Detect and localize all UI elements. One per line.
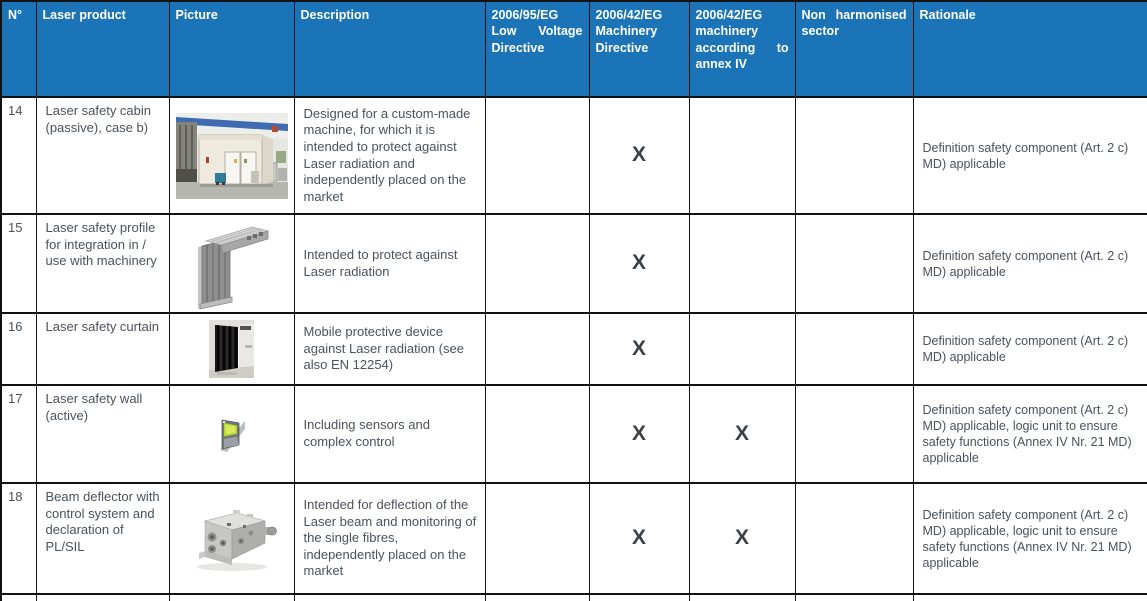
cell-low-voltage	[484, 312, 590, 386]
column-header-laser-product: Laser product	[35, 0, 170, 98]
cell-machinery-directive: X	[588, 96, 690, 215]
laser-safety-cabin-image	[175, 112, 288, 199]
cell-machinery-directive	[588, 593, 690, 601]
cell-rationale: Definition safety component (Art. 2 c) M…	[912, 312, 1147, 386]
table-row-partial	[0, 593, 1147, 601]
table-row: 14 Laser safety cabin (passive), case b)	[0, 96, 1147, 215]
cell-low-voltage	[484, 384, 590, 484]
cell-low-voltage	[484, 96, 590, 215]
cell-description: Including sensors and complex control	[293, 384, 486, 484]
cell-rationale: Definition safety component (Art. 2 c) M…	[912, 384, 1147, 484]
cell-no: 18	[0, 482, 37, 595]
cell-annex-iv: X	[688, 384, 796, 484]
cell-picture	[168, 593, 295, 601]
cell-low-voltage	[484, 482, 590, 595]
column-header-low-voltage-directive: 2006/95/EG Low Voltage Directive	[484, 0, 590, 98]
cell-non-harmonised	[794, 213, 914, 314]
cell-machinery-directive: X	[588, 312, 690, 386]
cell-machinery-directive: X	[588, 384, 690, 484]
cell-non-harmonised	[794, 312, 914, 386]
cell-picture	[168, 213, 295, 314]
table-row: 17 Laser safety wall (active) Including …	[0, 384, 1147, 484]
cell-machinery-directive: X	[588, 213, 690, 314]
cell-picture	[168, 312, 295, 386]
cell-annex-iv: X	[688, 482, 796, 595]
table-row: 15 Laser safety profile for integration …	[0, 213, 1147, 314]
column-header-machinery-directive: 2006/42/EG Machinery Directive	[588, 0, 690, 98]
cell-machinery-directive: X	[588, 482, 690, 595]
cell-description	[293, 593, 486, 601]
cell-product: Laser safety curtain	[35, 312, 170, 386]
laser-safety-wall-image	[214, 414, 249, 454]
cell-no: 15	[0, 213, 37, 314]
cell-product: Laser safety cabin (passive), case b)	[35, 96, 170, 215]
header-row: N° Laser product Picture Description 200…	[0, 0, 1147, 98]
cell-picture	[168, 384, 295, 484]
cell-non-harmonised	[794, 96, 914, 215]
laser-safety-profile-image	[189, 217, 274, 310]
cell-no	[0, 593, 37, 601]
cell-non-harmonised	[794, 593, 914, 601]
cell-rationale: Definition safety component (Art. 2 c) M…	[912, 482, 1147, 595]
column-header-annex-iv: 2006/42/EG machinery according to annex …	[688, 0, 796, 98]
cell-annex-iv	[688, 96, 796, 215]
column-header-rationale: Rationale	[912, 0, 1147, 98]
column-header-description: Description	[293, 0, 486, 98]
cell-no: 14	[0, 96, 37, 215]
cell-no: 16	[0, 312, 37, 386]
cell-annex-iv	[688, 213, 796, 314]
cell-description: Designed for a custom-made machine, for …	[293, 96, 486, 215]
cell-description: Intended to protect against Laser radiat…	[293, 213, 486, 314]
cell-annex-iv	[688, 312, 796, 386]
beam-deflector-image	[184, 502, 279, 575]
cell-rationale	[912, 593, 1147, 601]
table-row: 16 Laser safety curtain	[0, 312, 1147, 386]
cell-non-harmonised	[794, 384, 914, 484]
cell-product	[35, 593, 170, 601]
cell-description: Mobile protective device against Laser r…	[293, 312, 486, 386]
cell-annex-iv	[688, 593, 796, 601]
cell-picture	[168, 96, 295, 215]
laser-safety-curtain-image	[209, 320, 254, 378]
column-header-picture: Picture	[168, 0, 295, 98]
column-header-no: N°	[0, 0, 37, 98]
cell-product: Laser safety profile for integration in …	[35, 213, 170, 314]
cell-low-voltage	[484, 593, 590, 601]
column-header-non-harmonised: Non harmonised sector	[794, 0, 914, 98]
cell-no: 17	[0, 384, 37, 484]
cell-non-harmonised	[794, 482, 914, 595]
cell-rationale: Definition safety component (Art. 2 c) M…	[912, 96, 1147, 215]
table-row: 18 Beam deflector with control system an…	[0, 482, 1147, 595]
cell-description: Intended for deflection of the Laser bea…	[293, 482, 486, 595]
cell-picture	[168, 482, 295, 595]
cell-low-voltage	[484, 213, 590, 314]
cell-product: Beam deflector with control system and d…	[35, 482, 170, 595]
cell-product: Laser safety wall (active)	[35, 384, 170, 484]
cell-rationale: Definition safety component (Art. 2 c) M…	[912, 213, 1147, 314]
